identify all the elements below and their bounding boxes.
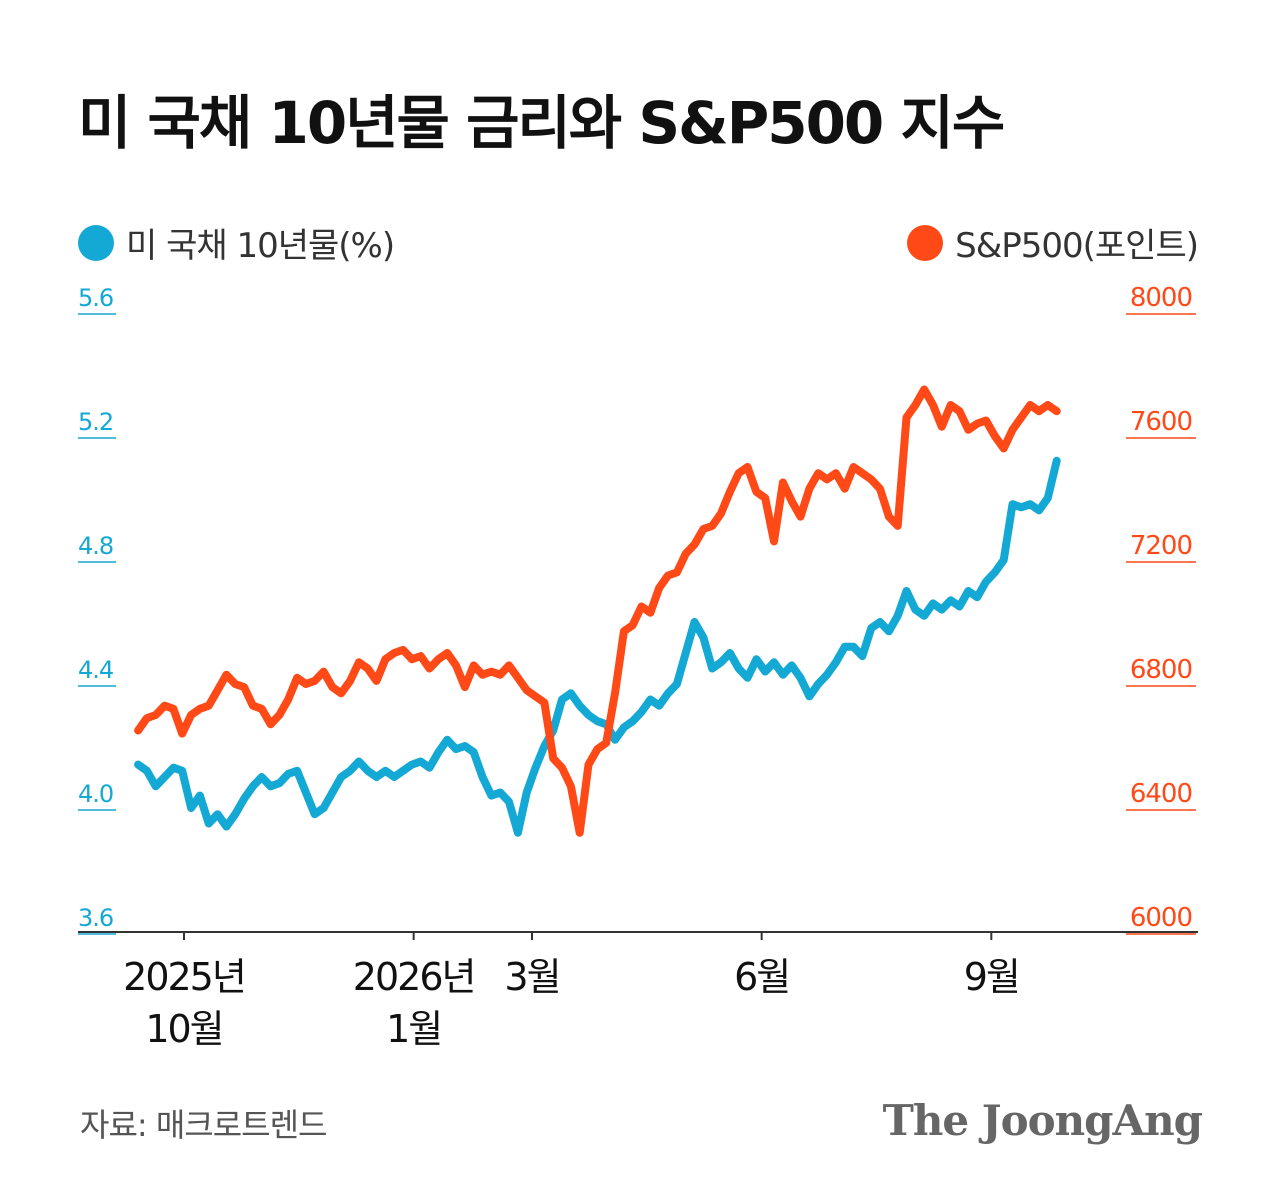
x-axis-tick-label: 2025년 bbox=[123, 955, 245, 999]
brand-logo: The JoongAng bbox=[882, 1096, 1203, 1145]
legend-treasury-label: 미 국채 10년물(%) bbox=[126, 226, 395, 266]
left-axis-tick-label: 4.8 bbox=[78, 532, 113, 560]
right-axis-tick-label: 6400 bbox=[1130, 779, 1192, 809]
legend-treasury-dot-icon bbox=[78, 224, 114, 261]
treasury-yield-line bbox=[134, 456, 1061, 837]
legend-sp500-label: S&P500(포인트) bbox=[955, 226, 1199, 266]
x-axis-tick-label: 2026년 bbox=[353, 955, 475, 999]
left-axis-tick-label: 3.6 bbox=[78, 904, 113, 932]
right-axis-tick-label: 7600 bbox=[1130, 407, 1192, 437]
x-axis-tick-label: 9월 bbox=[964, 955, 1019, 999]
left-axis-tick-label: 5.6 bbox=[78, 284, 113, 312]
left-axis-tick-label: 4.4 bbox=[78, 656, 113, 684]
x-axis-tick-label: 3월 bbox=[504, 955, 559, 999]
chart-title: 미 국채 10년물 금리와 S&P500 지수 bbox=[78, 89, 1005, 157]
legend-treasury: 미 국채 10년물(%) bbox=[78, 218, 395, 267]
x-axis-tick-label: 1월 bbox=[386, 1007, 441, 1051]
left-axis-tick-label: 5.2 bbox=[78, 408, 113, 436]
right-axis-tick-label: 6800 bbox=[1130, 655, 1192, 685]
left-axis-tick-label: 4.0 bbox=[78, 780, 113, 808]
legend-sp500-dot-icon bbox=[907, 224, 944, 261]
right-axis-tick-label: 6000 bbox=[1130, 903, 1192, 933]
source-note: 자료: 매크로트렌드 bbox=[80, 1106, 327, 1144]
right-axis-tick-label: 8000 bbox=[1130, 283, 1192, 313]
legend-sp500: S&P500(포인트) bbox=[907, 218, 1199, 267]
dual-axis-line-chart: 3.6 4.0 4.4 4.8 5.2 5.6 6000 6400 6800 7200 7600 80… bbox=[78, 283, 1198, 1051]
right-axis-tick-label: 7200 bbox=[1130, 531, 1192, 561]
x-axis-tick-label: 10월 bbox=[145, 1007, 222, 1051]
sp500-index-line bbox=[134, 385, 1061, 837]
x-axis-tick-label: 6월 bbox=[734, 955, 789, 999]
